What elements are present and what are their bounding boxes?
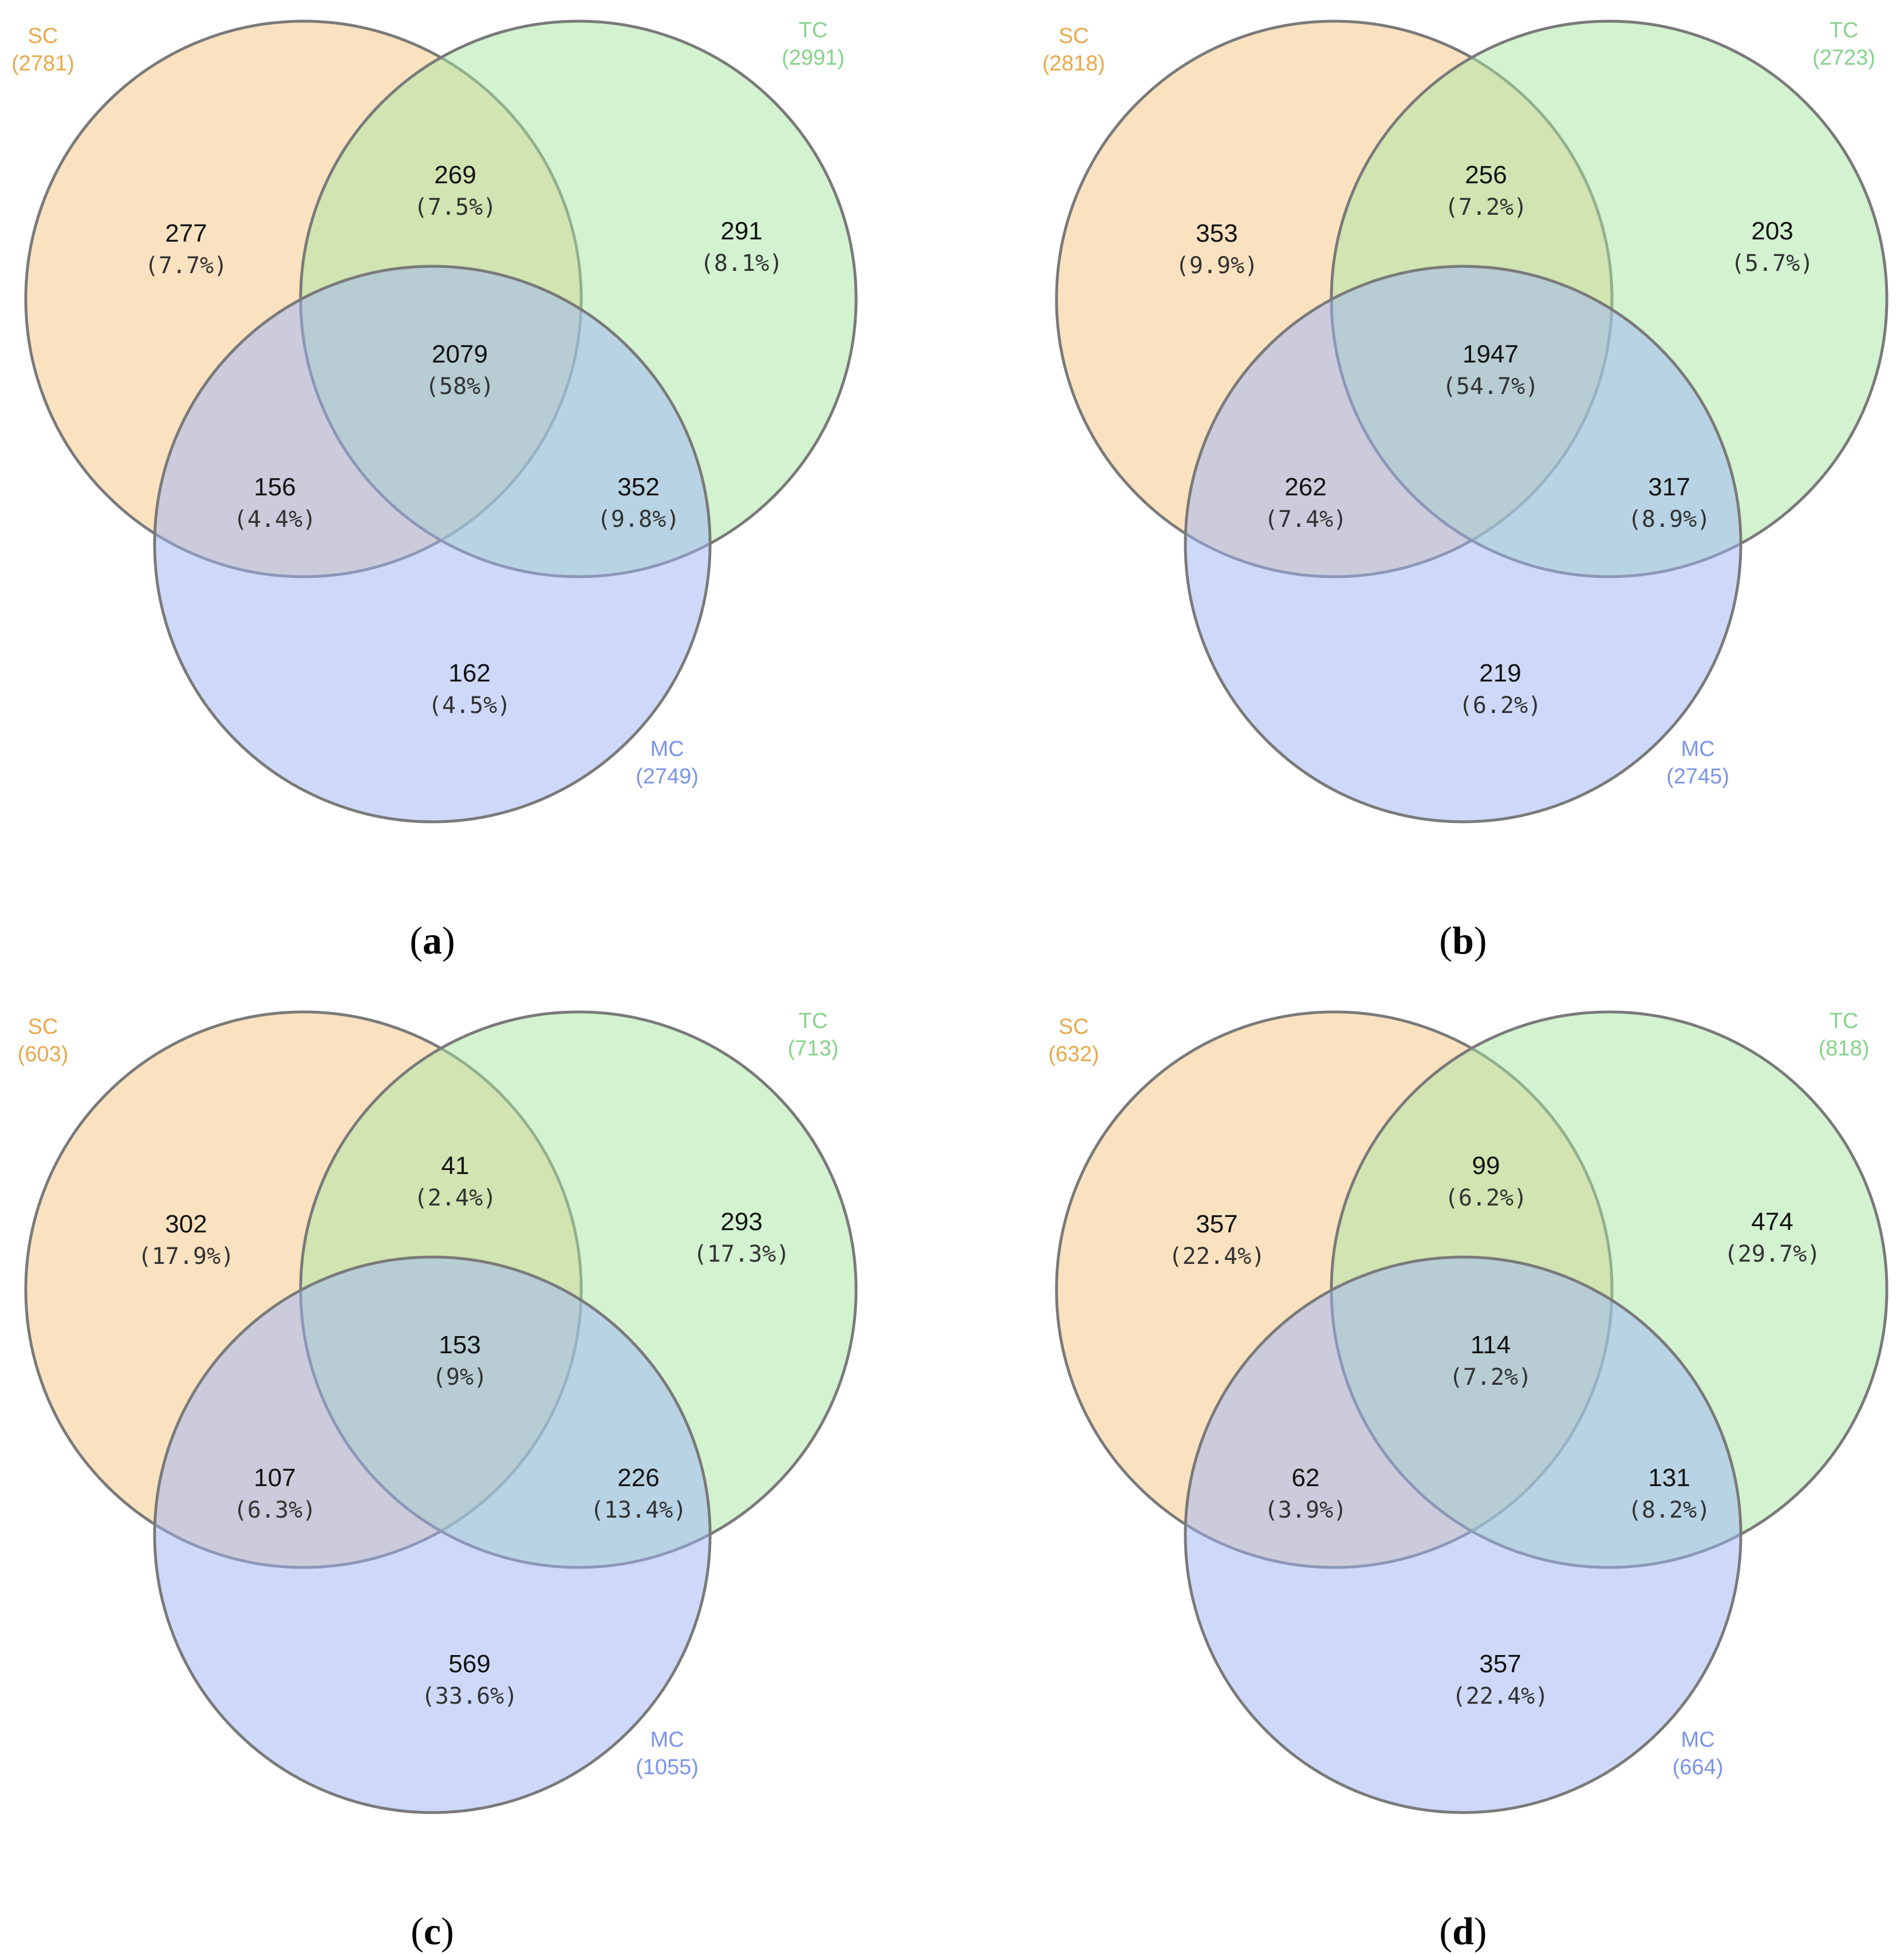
region-percent-tc-only: (5.7%) [1731, 250, 1814, 277]
region-percent-tc-only: (17.3%) [693, 1241, 790, 1267]
set-total-tc: (2991) [782, 46, 845, 70]
region-count-tc-only: 203 [1751, 217, 1793, 245]
set-circle-mc [153, 265, 712, 824]
region-count-tc-only: 474 [1751, 1208, 1793, 1236]
set-total-sc: (632) [1048, 1042, 1099, 1066]
region-percent-mc-only: (22.4%) [1452, 1683, 1549, 1709]
set-circle-mc [1184, 1255, 1743, 1814]
set-label-tc: TC [799, 18, 828, 42]
region-count-sc-mc: 156 [254, 473, 295, 501]
set-label-sc: SC [28, 1015, 58, 1039]
region-count-sc-tc: 256 [1465, 161, 1507, 189]
region-count-sc-tc: 99 [1472, 1152, 1500, 1180]
venn-panel-a: 277 (7.7%) 269 (7.5%) 291 (8.1%) 2079 (58%) 156 (… [11, 18, 858, 962]
region-count-mc-only: 162 [448, 659, 490, 687]
region-count-all: 114 [1471, 1331, 1511, 1359]
region-count-sc-mc: 262 [1284, 473, 1326, 501]
region-percent-tc-mc: (8.9%) [1628, 506, 1711, 533]
region-count-tc-mc: 131 [1648, 1464, 1690, 1492]
set-total-sc: (2818) [1042, 52, 1105, 76]
region-count-sc-tc: 269 [434, 161, 476, 189]
region-percent-sc-tc: (7.5%) [414, 194, 497, 220]
set-total-tc: (2723) [1812, 46, 1875, 70]
region-percent-mc-only: (4.5%) [428, 692, 511, 719]
panel-caption: (a) [409, 919, 455, 962]
set-total-mc: (664) [1673, 1755, 1724, 1779]
set-label-sc: SC [1059, 24, 1089, 48]
region-percent-all: (9%) [432, 1364, 487, 1390]
region-count-sc-only: 353 [1196, 219, 1237, 247]
region-count-tc-mc: 226 [617, 1464, 659, 1492]
set-label-mc: MC [1681, 1728, 1714, 1752]
set-circle-mc [1184, 265, 1743, 824]
set-label-mc: MC [650, 1728, 684, 1752]
set-total-tc: (713) [788, 1037, 839, 1061]
region-percent-all: (7.2%) [1449, 1364, 1532, 1390]
region-count-mc-only: 357 [1479, 1650, 1521, 1678]
set-total-mc: (2749) [636, 765, 699, 789]
region-percent-sc-mc: (4.4%) [234, 506, 317, 533]
region-percent-sc-only: (17.9%) [138, 1243, 235, 1270]
region-count-tc-only: 291 [720, 217, 762, 245]
region-percent-tc-mc: (9.8%) [597, 506, 680, 533]
region-count-sc-tc: 41 [441, 1152, 470, 1180]
panel-caption: (d) [1439, 1909, 1487, 1953]
set-circle-mc [153, 1255, 712, 1814]
region-percent-sc-only: (9.9%) [1176, 253, 1259, 279]
panel-caption: (b) [1439, 919, 1487, 962]
region-percent-tc-only: (8.1%) [700, 250, 783, 277]
region-count-tc-mc: 352 [617, 473, 659, 501]
set-label-mc: MC [650, 737, 684, 761]
region-count-sc-mc: 62 [1292, 1464, 1320, 1492]
region-percent-tc-mc: (8.2%) [1628, 1497, 1711, 1523]
region-percent-sc-mc: (6.3%) [234, 1497, 317, 1523]
region-percent-sc-tc: (2.4%) [414, 1185, 497, 1211]
region-count-sc-only: 277 [165, 219, 207, 247]
region-percent-tc-mc: (13.4%) [590, 1497, 687, 1523]
region-percent-sc-mc: (7.4%) [1264, 506, 1347, 533]
region-count-sc-only: 302 [165, 1210, 207, 1238]
panel-caption: (c) [411, 1909, 454, 1953]
region-count-sc-mc: 107 [254, 1464, 295, 1492]
region-percent-sc-only: (22.4%) [1169, 1243, 1266, 1270]
region-count-tc-mc: 317 [1648, 473, 1690, 501]
region-count-all: 2079 [432, 340, 488, 368]
region-percent-all: (58%) [425, 373, 494, 400]
region-count-sc-only: 357 [1196, 1210, 1237, 1238]
region-count-mc-only: 569 [448, 1650, 490, 1678]
set-label-sc: SC [1059, 1015, 1089, 1039]
region-percent-sc-only: (7.7%) [145, 253, 228, 279]
region-percent-tc-only: (29.7%) [1724, 1241, 1821, 1267]
venn-panel-c: 302 (17.9%) 41 (2.4%) 293 (17.3%) 153 (9%) 107 (6… [18, 1009, 858, 1953]
set-label-tc: TC [799, 1009, 828, 1033]
venn-panel-b: 353 (9.9%) 256 (7.2%) 203 (5.7%) 1947 (54.7%) 26… [1042, 18, 1889, 962]
region-count-mc-only: 219 [1479, 659, 1521, 687]
set-total-tc: (818) [1819, 1037, 1870, 1061]
set-label-mc: MC [1681, 737, 1714, 761]
region-count-all: 153 [439, 1331, 480, 1359]
set-total-mc: (2745) [1666, 765, 1729, 789]
set-total-sc: (603) [18, 1042, 69, 1066]
venn-panel-d: 357 (22.4%) 99 (6.2%) 474 (29.7%) 114 (7.2%) 62 (… [1048, 1009, 1889, 1953]
region-percent-sc-tc: (7.2%) [1445, 194, 1528, 220]
region-percent-mc-only: (33.6%) [421, 1683, 518, 1709]
region-count-all: 1947 [1463, 340, 1519, 368]
region-percent-all: (54.7%) [1442, 373, 1539, 400]
set-total-sc: (2781) [11, 52, 74, 76]
region-percent-mc-only: (6.2%) [1459, 692, 1542, 719]
set-label-tc: TC [1830, 1009, 1859, 1033]
set-label-tc: TC [1830, 18, 1859, 42]
set-total-mc: (1055) [636, 1755, 699, 1779]
set-label-sc: SC [28, 24, 58, 48]
region-percent-sc-tc: (6.2%) [1445, 1185, 1528, 1211]
region-percent-sc-mc: (3.9%) [1264, 1497, 1347, 1523]
region-count-tc-only: 293 [720, 1208, 762, 1236]
